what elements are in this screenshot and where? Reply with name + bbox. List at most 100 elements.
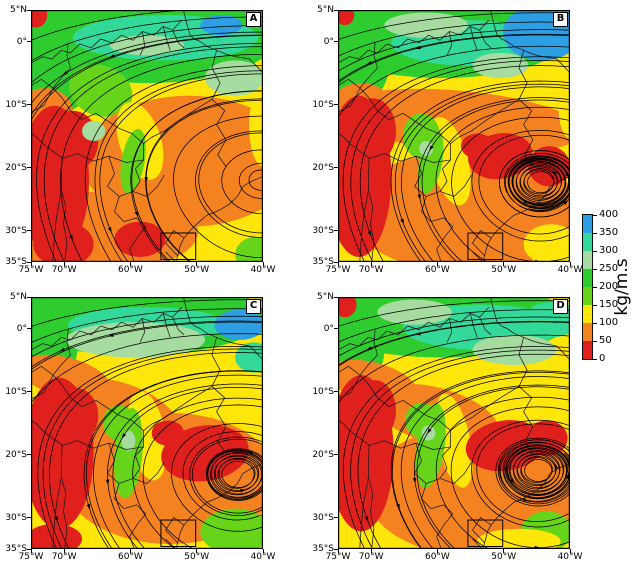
panel-frame xyxy=(338,297,570,549)
streamline xyxy=(99,73,263,262)
streamline xyxy=(338,334,570,404)
colorbar-segment xyxy=(583,269,592,287)
streamline-arrow-icon xyxy=(427,428,432,434)
streamline xyxy=(192,438,263,514)
x-tick-mark xyxy=(436,549,438,553)
country-border xyxy=(338,420,369,549)
colorbar-segment xyxy=(583,287,592,305)
streamline xyxy=(31,31,263,105)
colorbar-tick-label: 400 xyxy=(599,209,619,220)
x-tick-label: 60°W xyxy=(424,552,450,562)
x-tick-mark xyxy=(63,549,65,553)
y-tick-mark xyxy=(27,454,31,455)
y-tick-mark xyxy=(27,391,31,392)
y-tick-label: 5°N xyxy=(317,292,334,302)
streamline xyxy=(145,99,263,262)
y-tick-mark xyxy=(27,261,31,263)
streamline xyxy=(418,97,570,262)
colorbar-tick-label: 350 xyxy=(599,227,619,238)
x-tick-mark xyxy=(503,549,505,553)
y-tick-label: 30°S xyxy=(312,512,334,523)
streamline-arrow-icon xyxy=(415,45,421,50)
streamline xyxy=(31,25,263,84)
streamline-arrow-icon xyxy=(415,331,421,336)
y-tick-label: 20°S xyxy=(5,162,27,173)
y-tick-label: 0° xyxy=(16,323,27,334)
streamline xyxy=(248,169,263,191)
panel-d-plot xyxy=(338,297,570,549)
colorbar-tick-label: 100 xyxy=(599,317,619,328)
streamline xyxy=(471,419,570,528)
x-tick-label: 75°W xyxy=(325,552,351,562)
colorbar-unit-label: kg/m.s xyxy=(612,258,632,316)
y-tick-label: 30°S xyxy=(5,225,27,236)
x-tick-mark xyxy=(196,549,198,553)
streamline xyxy=(338,45,570,118)
streamline xyxy=(31,16,263,62)
country-border xyxy=(451,50,533,166)
streamline xyxy=(195,130,263,238)
country-border xyxy=(176,463,263,549)
streamline-arrow-icon xyxy=(240,488,246,493)
streamline xyxy=(31,10,189,41)
streamline xyxy=(416,386,570,549)
x-tick-label: 60°W xyxy=(117,265,143,275)
streamline xyxy=(206,449,263,501)
x-tick-mark xyxy=(569,262,571,266)
streamline-arrow-icon xyxy=(54,516,58,522)
panel-frame xyxy=(31,10,263,262)
streamline xyxy=(86,370,263,549)
y-tick-mark xyxy=(27,167,31,168)
x-tick-mark xyxy=(337,549,339,553)
streamline xyxy=(505,444,570,499)
colorbar-tick-mark xyxy=(593,304,597,306)
y-tick-mark xyxy=(27,548,31,550)
streamline xyxy=(60,54,263,262)
streamline xyxy=(342,56,570,262)
panel-b: B 5°N 0° 10°S 20°S 30°S 35°S 75°W 70°W 60°W 50°W 4… xyxy=(312,5,582,275)
streamline xyxy=(31,308,263,344)
y-tick-label: 5°N xyxy=(10,5,27,15)
country-border xyxy=(338,20,489,63)
streamline xyxy=(390,370,570,549)
panel-frame xyxy=(31,297,263,549)
streamline xyxy=(508,156,570,211)
y-tick-mark xyxy=(27,41,31,42)
y-tick-label: 10°S xyxy=(312,386,334,397)
country-border xyxy=(338,79,360,112)
y-tick-label: 35°S xyxy=(312,544,334,554)
colorbar-tick-label: 150 xyxy=(599,299,619,310)
panel-a-label: A xyxy=(246,12,261,27)
panel-a-plot xyxy=(31,10,263,262)
study-area-box xyxy=(160,232,197,260)
x-tick-label: 40°W xyxy=(557,265,583,275)
y-tick-label: 0° xyxy=(323,36,334,47)
streamline xyxy=(171,423,263,532)
y-tick-mark xyxy=(27,296,31,298)
x-tick-label: 60°W xyxy=(424,265,450,275)
colorbar-tick-label: 0 xyxy=(599,353,606,364)
streamline xyxy=(145,98,263,262)
streamline xyxy=(221,149,263,214)
y-tick-mark xyxy=(27,104,31,105)
streamline xyxy=(49,352,263,549)
streamline xyxy=(31,34,263,117)
streamline xyxy=(478,134,570,235)
streamline xyxy=(206,448,263,500)
country-border xyxy=(31,20,182,63)
streamline xyxy=(107,383,263,549)
streamline xyxy=(350,60,570,262)
panel-frame xyxy=(338,10,570,262)
streamline xyxy=(400,376,570,549)
y-tick-mark xyxy=(27,9,31,11)
country-border xyxy=(451,337,533,453)
country-border xyxy=(483,176,570,262)
streamline-arrow-icon xyxy=(367,230,372,237)
streamline xyxy=(238,162,263,199)
x-tick-mark xyxy=(129,262,131,266)
x-tick-label: 75°W xyxy=(18,552,44,562)
y-tick-mark xyxy=(334,230,338,231)
streamline xyxy=(350,349,570,549)
y-tick-mark xyxy=(334,167,338,168)
